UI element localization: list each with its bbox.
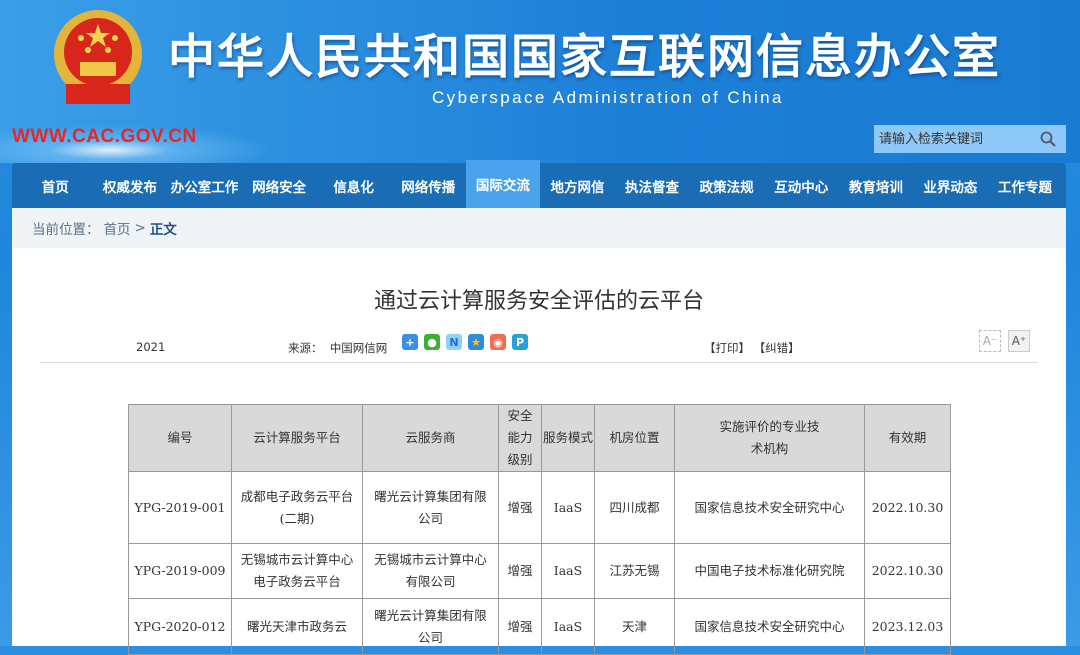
table-cell: 2022.10.30 [864, 543, 951, 599]
wechat-icon[interactable]: ● [424, 334, 440, 350]
table-row: YPG-2020-012 曙光天津市政务云 曙光云计算集团有限公司 增强 IaaS 天津国… [128, 598, 951, 655]
cloud-platform-table: 编号 云计算服务平台 云服务商 安全能力级别 服务模式 机房位置 实施评价的专业技术机构 有效… [128, 404, 951, 655]
table-cell: 中国电子技术标准化研究院 [674, 543, 865, 599]
table-cell: YPG-2019-009 [128, 543, 232, 599]
table-header-row: 编号 云计算服务平台 云服务商 安全能力级别 服务模式 机房位置 实施评价的专业技术机构 有效… [128, 404, 951, 472]
table-cell: 国家信息技术安全研究中心 [674, 471, 865, 544]
content-panel: 当前位置： 首页 > 正文 通过云计算服务安全评估的云平台 2021 来源： 中… [12, 208, 1066, 655]
tencent-icon[interactable]: P [512, 334, 528, 350]
breadcrumb-current: 正文 [149, 222, 177, 238]
column-header: 云计算服务平台 [231, 404, 363, 472]
table-cell: 增强 [498, 543, 542, 599]
weibo-icon[interactable]: ◉ [490, 334, 506, 350]
table-cell: IaaS [541, 543, 595, 599]
search-input[interactable] [874, 125, 1034, 153]
site-title-english: Cyberspace Administration of China [432, 88, 784, 107]
table-cell: 增强 [498, 598, 542, 655]
add-share-icon[interactable]: + [402, 334, 418, 350]
table-cell: 国家信息技术安全研究中心 [674, 598, 865, 655]
column-header: 实施评价的专业技术机构 [674, 404, 865, 472]
table-cell: 曙光云计算集团有限公司 [362, 598, 499, 655]
font-increase-button[interactable]: A⁺ [1008, 330, 1030, 352]
nav-item[interactable]: 政策法规 [699, 179, 754, 196]
column-header: 编号 [128, 404, 232, 472]
breadcrumb-label: 当前位置： [32, 222, 100, 238]
source-label: 来源： [288, 341, 323, 355]
article-date: 2021 [136, 340, 166, 354]
nav-item[interactable]: 执法督查 [625, 179, 680, 196]
table-cell: 曙光天津市政务云 [231, 598, 363, 655]
table-cell: IaaS [541, 598, 595, 655]
column-header: 云服务商 [362, 404, 499, 472]
article-title: 通过云计算服务安全评估的云平台 [373, 289, 704, 314]
site-title: 中华人民共和国国家互联网信息办公室 [168, 30, 1001, 85]
article-tools: 【打印】 【纠错】 [704, 340, 800, 356]
font-decrease-button[interactable]: A⁻ [979, 330, 1001, 352]
correct-link[interactable]: 【纠错】 [753, 341, 800, 355]
table-cell: 江苏无锡 [594, 543, 675, 599]
article-source: 来源： 中国网信网 [288, 340, 387, 356]
table-row: YPG-2019-001 成都电子政务云平台(二期) 曙光云计算集团有限公司 增强 Ia… [128, 471, 951, 544]
nav-item[interactable]: 国际交流 [465, 160, 541, 208]
nav-item[interactable]: 网络传播 [401, 179, 456, 196]
nav-item[interactable]: 业界动态 [923, 179, 978, 196]
source-name: 中国网信网 [329, 341, 388, 355]
nav-item[interactable]: 信息化 [333, 179, 374, 196]
breadcrumb-separator: > [134, 220, 146, 236]
breadcrumb: 当前位置： 首页 > 正文 [12, 208, 1066, 248]
column-header: 机房位置 [594, 404, 675, 472]
qzone-icon[interactable]: ★ [468, 334, 484, 350]
site-url: WWW.CAC.GOV.CN [12, 126, 197, 147]
table-row: YPG-2019-009 无锡城市云计算中心电子政务云平台 无锡城市云计算中心有限公… [128, 543, 951, 599]
main-nav: 首页 权威发布 办公室工作 网络安全 信息化 网络传播 国际交流 地方网信 执法督查 政策法规 互动… [12, 160, 1066, 208]
table-cell: 成都电子政务云平台(二期) [231, 471, 363, 544]
search-box [874, 125, 1066, 153]
table-cell: 天津 [594, 598, 675, 655]
article-meta: 2021 来源： 中国网信网 + ● N ★ ◉ P 【打印】 【纠错】 A⁻ … [40, 328, 1038, 363]
table-cell: YPG-2019-001 [128, 471, 232, 544]
table-cell: 2023.12.03 [864, 598, 951, 655]
nav-item[interactable]: 教育培训 [848, 179, 903, 196]
share-icons: + ● N ★ ◉ P [402, 334, 528, 350]
table-cell: YPG-2020-012 [128, 598, 232, 655]
nav-item[interactable]: 互动中心 [774, 179, 829, 196]
nav-item[interactable]: 地方网信 [550, 179, 605, 196]
nav-item[interactable]: 网络安全 [252, 179, 307, 196]
header-banner: 中华人民共和国国家互联网信息办公室 Cyberspace Administrat… [0, 0, 1080, 163]
sina-news-icon[interactable]: N [446, 334, 462, 350]
nav-item[interactable]: 工作专题 [998, 179, 1053, 196]
table-cell: 增强 [498, 471, 542, 544]
search-icon[interactable] [1034, 125, 1062, 153]
national-emblem-icon [54, 10, 142, 104]
table-cell: 2022.10.30 [864, 471, 951, 544]
nav-item[interactable]: 办公室工作 [170, 179, 239, 196]
nav-item[interactable]: 权威发布 [102, 179, 157, 196]
column-header: 有效期 [864, 404, 951, 472]
table-cell: IaaS [541, 471, 595, 544]
table-cell: 无锡城市云计算中心电子政务云平台 [231, 543, 363, 599]
nav-item[interactable]: 首页 [41, 179, 69, 196]
table-cell: 四川成都 [594, 471, 675, 544]
print-link[interactable]: 【打印】 [704, 341, 750, 355]
table-cell: 曙光云计算集团有限公司 [362, 471, 499, 544]
column-header: 安全能力级别 [498, 404, 542, 472]
breadcrumb-home[interactable]: 首页 [103, 222, 131, 238]
column-header: 服务模式 [541, 404, 595, 472]
table-cell: 无锡城市云计算中心有限公司 [362, 543, 499, 599]
